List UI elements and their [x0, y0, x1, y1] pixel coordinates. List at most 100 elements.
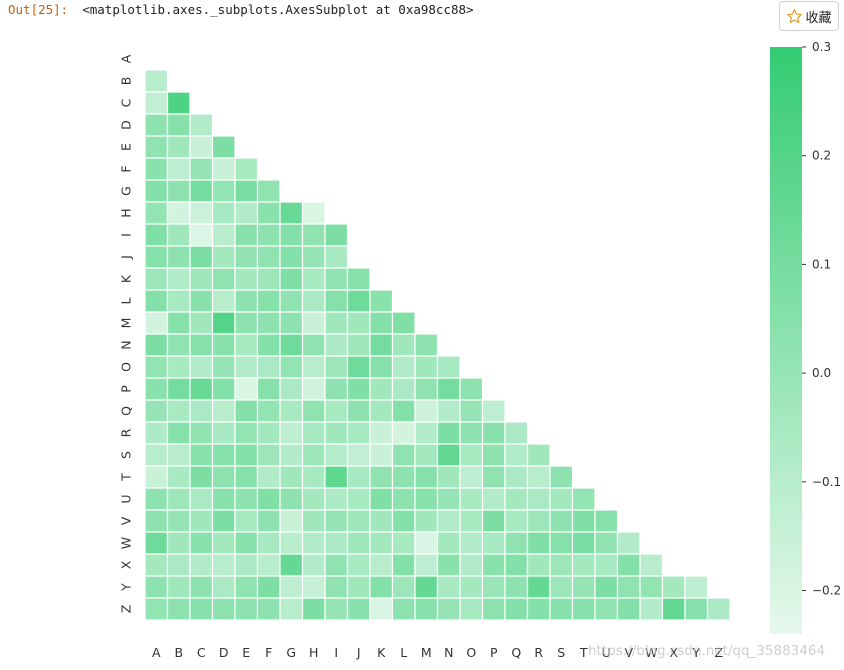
heatmap-cell-T-K	[369, 465, 394, 489]
heatmap-cell-E-B	[166, 135, 191, 159]
heatmap-cell-Z-G	[279, 597, 304, 621]
heatmap-cell-W-G	[279, 531, 304, 555]
heatmap-cell-X-T	[571, 553, 596, 577]
heatmap-cell-J-I	[324, 245, 349, 269]
heatmap-cell-R-O	[459, 421, 484, 445]
y-tick-label: U	[119, 494, 134, 503]
heatmap-cell-X-U	[594, 553, 619, 577]
heatmap-cell-N-A	[144, 333, 169, 357]
heatmap-cell-Z-V	[616, 597, 641, 621]
heatmap-cell-G-E	[234, 179, 259, 203]
heatmap-cell-T-R	[526, 465, 551, 489]
heatmap-cell-T-S	[549, 465, 574, 489]
heatmap-cell-K-F	[256, 267, 281, 291]
heatmap-cell-L-I	[324, 289, 349, 313]
y-tick-label: L	[119, 297, 134, 304]
heatmap-cell-Y-P	[481, 575, 506, 599]
x-tick-label: L	[400, 645, 407, 660]
heatmap-cell-X-E	[234, 553, 259, 577]
x-tick-label: W	[645, 645, 657, 660]
heatmap-cell-D-B	[166, 113, 191, 137]
output-prompt: Out[25]:	[8, 2, 69, 17]
heatmap-cell-Z-K	[369, 597, 394, 621]
x-tick-label: G	[286, 645, 296, 660]
y-tick-label: W	[119, 537, 134, 549]
heatmap-cell-R-C	[189, 421, 214, 445]
heatmap-cell-H-E	[234, 201, 259, 225]
heatmap-cell-S-M	[414, 443, 439, 467]
heatmap-cell-T-M	[414, 465, 439, 489]
heatmap-cell-P-M	[414, 377, 439, 401]
heatmap-cell-T-E	[234, 465, 259, 489]
heatmap-cell-O-A	[144, 355, 169, 379]
watermark: https://blog.csdn.net/qq_35883464	[588, 643, 826, 659]
heatmap-cell-D-A	[144, 113, 169, 137]
heatmap-cell-X-V	[616, 553, 641, 577]
x-tick-label: Q	[511, 645, 521, 660]
heatmap-cell-T-D	[211, 465, 236, 489]
heatmap-cell-M-C	[189, 311, 214, 335]
heatmap-cell-T-O	[459, 465, 484, 489]
heatmap-cell-X-N	[436, 553, 461, 577]
heatmap-cell-V-G	[279, 509, 304, 533]
heatmap-cell-Z-Q	[504, 597, 529, 621]
favorite-button[interactable]: 收藏	[779, 1, 839, 31]
heatmap-cell-K-A	[144, 267, 169, 291]
x-tick-label: N	[444, 645, 453, 660]
heatmap-cell-R-K	[369, 421, 394, 445]
heatmap-cell-X-W	[639, 553, 664, 577]
heatmap-cell-S-R	[526, 443, 551, 467]
heatmap-cell-Z-A	[144, 597, 169, 621]
heatmap-cell-I-D	[211, 223, 236, 247]
heatmap-cell-V-N	[436, 509, 461, 533]
heatmap-cell-W-P	[481, 531, 506, 555]
heatmap-cell-L-H	[301, 289, 326, 313]
heatmap-cell-H-H	[301, 201, 326, 225]
heatmap-cell-W-R	[526, 531, 551, 555]
heatmap-cell-Y-U	[594, 575, 619, 599]
x-tick-label: U	[602, 645, 611, 660]
heatmap-cell-K-G	[279, 267, 304, 291]
heatmap-cell-H-D	[211, 201, 236, 225]
heatmap-cell-Z-Y	[684, 597, 709, 621]
heatmap-cell-O-F	[256, 355, 281, 379]
heatmap-cell-P-D	[211, 377, 236, 401]
heatmap-cell-Y-W	[639, 575, 664, 599]
heatmap-cell-R-G	[279, 421, 304, 445]
heatmap-cell-X-L	[391, 553, 416, 577]
heatmap-cell-S-B	[166, 443, 191, 467]
heatmap-cell-R-M	[414, 421, 439, 445]
heatmap-cell-X-G	[279, 553, 304, 577]
heatmap-cell-Q-L	[391, 399, 416, 423]
heatmap-cell-O-N	[436, 355, 461, 379]
heatmap-cell-S-F	[256, 443, 281, 467]
heatmap-cell-M-G	[279, 311, 304, 335]
heatmap-cell-Y-Q	[504, 575, 529, 599]
heatmap-cell-U-C	[189, 487, 214, 511]
heatmap-cell-Z-O	[459, 597, 484, 621]
heatmap-cell-Y-S	[549, 575, 574, 599]
heatmap-cell-R-E	[234, 421, 259, 445]
heatmap-cell-L-F	[256, 289, 281, 313]
heatmap-cell-Y-G	[279, 575, 304, 599]
y-tick-label: F	[119, 165, 134, 172]
heatmap-cell-R-D	[211, 421, 236, 445]
heatmap-cell-X-C	[189, 553, 214, 577]
heatmap-cell-Q-A	[144, 399, 169, 423]
heatmap-cell-R-Q	[504, 421, 529, 445]
heatmap-cell-F-D	[211, 157, 236, 181]
heatmap-cell-F-A	[144, 157, 169, 181]
heatmap-cell-R-H	[301, 421, 326, 445]
output-text: <matplotlib.axes._subplots.AxesSubplot a…	[82, 2, 474, 17]
heatmap-cell-V-Q	[504, 509, 529, 533]
x-tick-label: V	[624, 645, 633, 660]
heatmap-cell-Q-N	[436, 399, 461, 423]
heatmap-cell-V-J	[346, 509, 371, 533]
heatmap-cell-H-C	[189, 201, 214, 225]
heatmap-cell-N-K	[369, 333, 394, 357]
heatmap-cell-U-D	[211, 487, 236, 511]
heatmap-cell-N-F	[256, 333, 281, 357]
heatmap-cell-Z-J	[346, 597, 371, 621]
heatmap-cell-W-B	[166, 531, 191, 555]
